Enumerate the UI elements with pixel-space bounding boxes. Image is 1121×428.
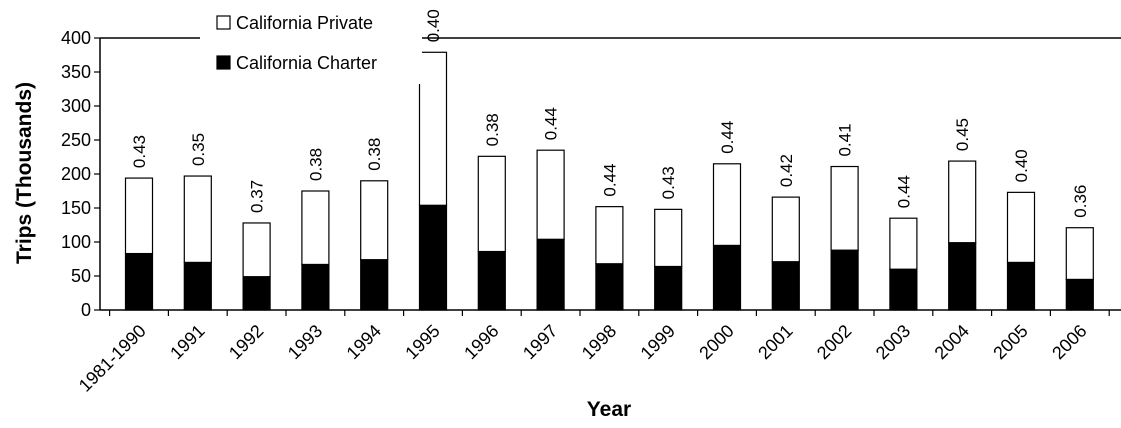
bar-segment-charter [242, 276, 271, 311]
x-axis-title: Year [587, 398, 631, 421]
bar-annotation: 0.44 [600, 164, 619, 197]
bar-segment-private [948, 160, 977, 244]
bars [124, 51, 1094, 311]
x-tick-label: 2005 [989, 321, 1031, 363]
bar-segment-charter [654, 265, 683, 311]
x-axis: 1981-1990 1991 1992 1993 1994 1995 1996 1997 199… [75, 310, 1110, 396]
bar-segment-charter [771, 261, 800, 311]
bar-annotation: 0.40 [424, 9, 443, 42]
legend-label-private: California Private [236, 13, 373, 33]
bar-annotation: 0.43 [659, 166, 678, 199]
bar-segment-charter [889, 268, 918, 311]
bar-segment-private [712, 163, 742, 247]
x-tick-label: 1991 [166, 321, 208, 363]
bar-segment-charter [301, 263, 330, 311]
x-tick-label: 1997 [519, 321, 561, 363]
bar-segment-charter [183, 261, 212, 311]
x-tick-label: 1999 [637, 321, 679, 363]
y-tick-label: 0 [81, 300, 91, 320]
bar-segment-charter [1006, 261, 1036, 311]
bar-segment-charter [477, 250, 506, 311]
x-tick-label: 1992 [225, 321, 267, 363]
bar-annotation: 0.35 [189, 133, 208, 166]
bar-annotation: 0.38 [365, 138, 384, 171]
y-tick-label: 350 [61, 62, 91, 82]
y-tick-label: 100 [61, 232, 91, 252]
bar-segment-charter [595, 263, 624, 311]
bar-annotation: 0.41 [836, 123, 855, 156]
bar-annotation: 0.37 [248, 180, 267, 213]
legend-swatch-charter [216, 55, 231, 70]
x-tick-label: 2003 [872, 321, 914, 363]
bar-annotation: 0.42 [777, 154, 796, 187]
bar-annotation: 0.38 [483, 113, 502, 146]
bar-annotation: 0.44 [542, 107, 561, 140]
bar-annotation: 0.45 [953, 118, 972, 151]
x-tick-label: 1995 [401, 321, 443, 363]
bar-segment-private [1065, 227, 1094, 281]
x-tick-label: 2006 [1048, 321, 1090, 363]
x-tick-label: 2001 [754, 321, 796, 363]
bar-segment-private [477, 155, 506, 253]
bar-annotation: 0.38 [306, 148, 325, 181]
y-axis: 0 50 100 150 200 250 300 350 400 [61, 28, 100, 320]
x-tick-label: 1998 [578, 321, 620, 363]
bar-annotations: 0.43 0.35 0.37 0.38 0.38 0.40 0.38 0.44 0.44 0.43… [130, 9, 1090, 218]
bar-segment-private [771, 196, 800, 263]
bar-annotation: 0.43 [130, 135, 149, 168]
bar-segment-charter [124, 252, 154, 311]
bar-segment-charter [360, 259, 389, 311]
legend: California Private California Charter [200, 0, 422, 84]
bar-annotation: 0.44 [718, 121, 737, 154]
bar-segment-charter [418, 204, 448, 311]
bar-segment-private [654, 208, 683, 268]
y-tick-label: 400 [61, 28, 91, 48]
bar-segment-private [183, 175, 212, 263]
y-tick-label: 300 [61, 96, 91, 116]
y-tick-label: 250 [61, 130, 91, 150]
bar-annotation: 0.40 [1012, 149, 1031, 182]
bar-segment-private [418, 51, 448, 206]
bar-segment-charter [1065, 278, 1094, 311]
y-tick-label: 50 [71, 266, 91, 286]
bar-segment-charter [948, 242, 977, 311]
x-tick-label: 1993 [284, 321, 326, 363]
bar-annotation: 0.36 [1071, 185, 1090, 218]
bar-segment-private [242, 222, 271, 278]
bar-segment-private [889, 217, 918, 270]
bar-annotation: 0.44 [894, 175, 913, 208]
x-tick-label: 1981-1990 [75, 321, 150, 396]
bar-segment-charter [830, 249, 859, 311]
y-axis-title: Trips (Thousands) [13, 82, 36, 264]
bar-segment-private [1006, 191, 1036, 264]
bar-segment-private [536, 149, 565, 240]
bar-segment-private [830, 165, 859, 251]
x-tick-label: 2000 [695, 321, 737, 363]
bar-segment-private [124, 177, 154, 255]
x-tick-label: 2002 [813, 321, 855, 363]
legend-swatch-private [216, 15, 231, 30]
y-tick-label: 200 [61, 164, 91, 184]
y-tick-label: 150 [61, 198, 91, 218]
bar-segment-private [301, 190, 330, 266]
legend-background [200, 0, 422, 84]
bar-segment-charter [536, 238, 565, 311]
x-tick-label: 1994 [343, 321, 385, 363]
legend-label-charter: California Charter [236, 53, 377, 73]
bar-segment-private [595, 206, 624, 265]
bar-segment-charter [712, 244, 742, 311]
x-tick-label: 2004 [931, 321, 973, 363]
x-tick-label: 1996 [460, 321, 502, 363]
bar-segment-private [360, 180, 389, 261]
